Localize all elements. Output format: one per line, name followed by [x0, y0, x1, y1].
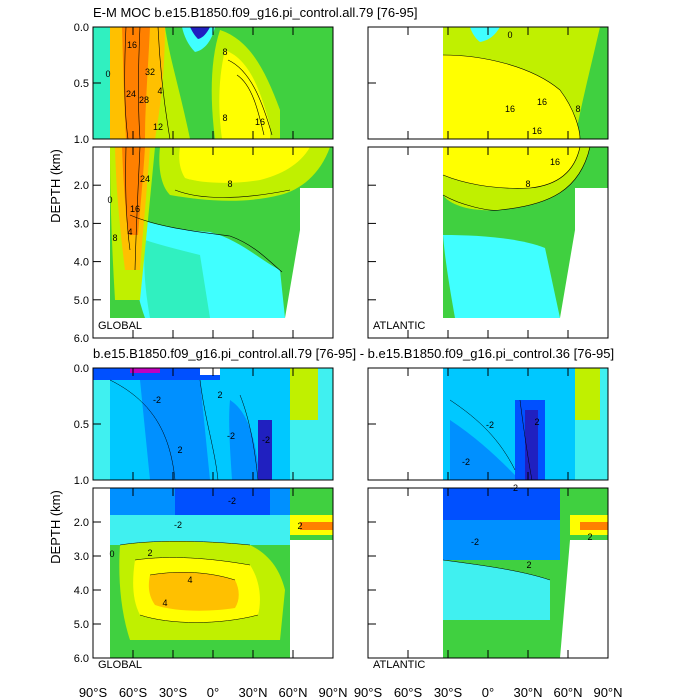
- top-title: E-M MOC b.e15.B1850.f09_g16.pi_control.a…: [93, 5, 417, 20]
- x-tick-label: 90°S: [354, 685, 383, 700]
- x-tick-label: 0°: [207, 685, 219, 700]
- contour-label: 8: [222, 113, 227, 123]
- contour-label: 0: [109, 549, 114, 559]
- contour-label: 32: [145, 67, 155, 77]
- panel-top-global: 16 32 24 28 4 8 12 0 8 16 24 16 8 0 4 8 …: [92, 26, 334, 339]
- x-tick-label: 90°N: [318, 685, 347, 700]
- contour-label: 8: [575, 104, 580, 114]
- contour-label: 2: [297, 521, 302, 531]
- contour-label: 2: [587, 532, 592, 542]
- contour-label: 8: [222, 47, 227, 57]
- contour-label: 2: [147, 548, 152, 558]
- y-tick-label: 6.0: [74, 653, 89, 665]
- top-atlantic-contour-labels: 16 16 16 8 16 8 0: [505, 30, 581, 189]
- panel-bottom-atlantic: -2 -2 -2 -2 2 2 2 ATLANTIC: [367, 367, 609, 671]
- panel-label-atlantic: ATLANTIC: [373, 320, 425, 332]
- contour-label: 4: [187, 575, 192, 585]
- contour-label: -2: [153, 395, 161, 405]
- contour-label: 0: [105, 69, 110, 79]
- contour-label: 16: [505, 104, 515, 114]
- contour-label: 4: [162, 598, 167, 608]
- axes: 0.0 0.5 1.0 2.0 3.0 4.0 5.0 6.0 0.0 0.5 1.0 2.0 3.0 4…: [74, 22, 623, 700]
- top-global-contour-labels: 16 32 24 28 4 8 12 0 8 16 24 16 8 0 4 8: [105, 40, 265, 243]
- contour-label: 2: [534, 417, 539, 427]
- y-tick-label: 0.0: [74, 363, 89, 375]
- y-tick-label: 5.0: [74, 619, 89, 631]
- contour-label: 24: [126, 89, 136, 99]
- contour-label: -2: [462, 457, 470, 467]
- contour-label: 2: [526, 560, 531, 570]
- contour-label: -2: [174, 520, 182, 530]
- y-tick-label: 4.0: [74, 585, 89, 597]
- x-tick-label: 90°N: [593, 685, 622, 700]
- y-tick-label: 0.5: [74, 419, 89, 431]
- y-tick-label: 0.0: [74, 22, 89, 34]
- contour-label: 12: [153, 122, 163, 132]
- contour-label: 0: [507, 30, 512, 40]
- x-tick-label: 0°: [482, 685, 494, 700]
- contour-label: -2: [486, 420, 494, 430]
- y-tick-label: 3.0: [74, 551, 89, 563]
- contour-label: 16: [550, 157, 560, 167]
- contour-label: 4: [157, 86, 162, 96]
- y-tick-label: 1.0: [74, 475, 89, 487]
- y-tick-label: 0.5: [74, 78, 89, 90]
- contour-label: 8: [112, 233, 117, 243]
- bottom-title: b.e15.B1850.f09_g16.pi_control.all.79 [7…: [93, 346, 614, 361]
- contour-label: 16: [130, 204, 140, 214]
- contour-label: -2: [262, 435, 270, 445]
- x-tick-label: 30°S: [434, 685, 463, 700]
- x-tick-label: 60°S: [394, 685, 423, 700]
- contour-label: 2: [217, 390, 222, 400]
- contour-label: 2: [177, 445, 182, 455]
- y-tick-label: 6.0: [74, 333, 89, 345]
- bottom-global-contour-labels: -2 -2 -2 2 2 -2 0 2 4 -2 4 2: [109, 390, 302, 608]
- contour-label: -2: [227, 431, 235, 441]
- x-tick-label: 90°S: [79, 685, 108, 700]
- contour-label: 16: [532, 126, 542, 136]
- x-tick-label: 30°S: [159, 685, 188, 700]
- contour-label: 0: [107, 195, 112, 205]
- panel-bottom-global: -2 -2 -2 2 2 -2 0 2 4 -2 4 2 GLOBAL: [92, 367, 334, 671]
- panel-label-global: GLOBAL: [98, 320, 142, 332]
- y-tick-label: 2.0: [74, 180, 89, 192]
- y-tick-label: 3.0: [74, 218, 89, 230]
- contour-label: 8: [525, 179, 530, 189]
- y-tick-label: 5.0: [74, 295, 89, 307]
- x-tick-label: 60°N: [278, 685, 307, 700]
- bottom-ylabel: DEPTH (km): [48, 490, 63, 564]
- contour-label: -2: [471, 537, 479, 547]
- contour-label: 28: [139, 95, 149, 105]
- panel-label-global: GLOBAL: [98, 659, 142, 671]
- panel-top-atlantic: 16 16 16 8 16 8 0 ATLANTIC: [367, 26, 609, 339]
- contour-label: 16: [255, 117, 265, 127]
- contour-label: 4: [127, 227, 132, 237]
- x-tick-label: 30°N: [238, 685, 267, 700]
- panel-label-atlantic: ATLANTIC: [373, 659, 425, 671]
- contour-label: 16: [127, 40, 137, 50]
- x-tick-label: 60°S: [119, 685, 148, 700]
- top-ylabel: DEPTH (km): [48, 149, 63, 223]
- contour-label: 24: [140, 174, 150, 184]
- contour-label: -2: [228, 496, 236, 506]
- y-tick-label: 4.0: [74, 257, 89, 269]
- x-tick-label: 60°N: [553, 685, 582, 700]
- x-tick-label: 30°N: [513, 685, 542, 700]
- contour-label: 8: [227, 179, 232, 189]
- y-tick-label: 1.0: [74, 134, 89, 146]
- contour-label: 16: [537, 97, 547, 107]
- y-tick-label: 2.0: [74, 517, 89, 529]
